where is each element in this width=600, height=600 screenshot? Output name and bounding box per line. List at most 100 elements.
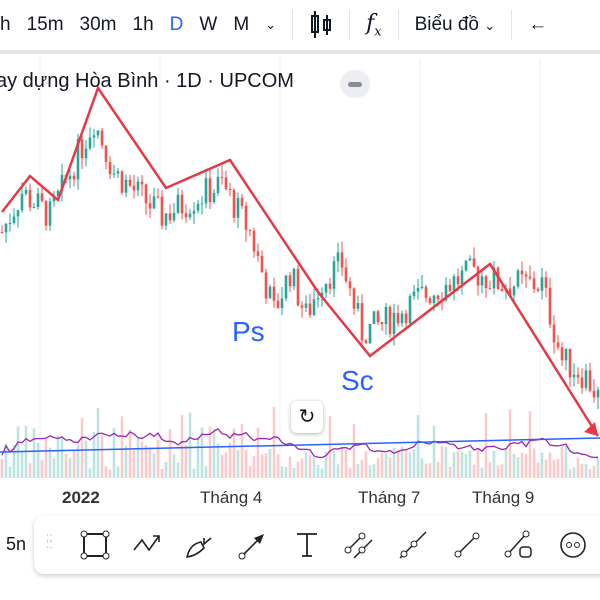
candle-body: [52, 196, 56, 202]
timeframe-h[interactable]: h: [0, 14, 11, 35]
candle-body: [176, 194, 180, 213]
volume-bar: [244, 449, 248, 478]
volume-bar: [380, 452, 384, 478]
price-chart[interactable]: [0, 58, 600, 478]
timeframe-15m[interactable]: 15m: [26, 14, 64, 35]
candle-body: [48, 201, 52, 226]
volume-bar: [408, 452, 412, 478]
volume-bar: [496, 465, 500, 478]
candle-body: [532, 278, 536, 289]
volume-bar: [76, 443, 80, 478]
timeframe-d[interactable]: D: [169, 14, 184, 35]
chart-type-dropdown[interactable]: Biểu đồ ⌄: [415, 14, 496, 36]
candle-body: [196, 203, 200, 211]
candle-body: [512, 286, 516, 296]
candle-body: [388, 306, 392, 334]
timeframe-m[interactable]: M: [233, 14, 250, 35]
candle-body: [72, 175, 76, 180]
candle-body: [136, 181, 140, 191]
anchored-line-tool-icon[interactable]: [504, 530, 534, 560]
candles-icon[interactable]: [309, 10, 333, 40]
volume-bar: [420, 458, 424, 478]
candle-body: [20, 193, 24, 211]
volume-bar: [32, 428, 36, 478]
candle-body: [368, 323, 372, 344]
volume-bar: [224, 452, 228, 478]
candle-body: [404, 313, 408, 324]
candle-body: [164, 213, 168, 226]
candle-body: [476, 266, 480, 286]
candle-body: [360, 303, 364, 341]
candle-body: [380, 322, 384, 325]
x-axis-label: Tháng 7: [358, 488, 421, 507]
volume-bar: [128, 429, 132, 478]
brush-tool-icon[interactable]: [184, 530, 214, 560]
candle-body: [340, 252, 344, 268]
ray-tool-icon[interactable]: [452, 530, 482, 560]
volume-bar: [360, 460, 364, 478]
volume-bar: [152, 453, 156, 478]
parallel-channel-tool-icon[interactable]: [344, 530, 374, 560]
candle-body: [272, 286, 276, 301]
volume-bar: [280, 466, 284, 478]
annotation-ps[interactable]: Ps: [232, 316, 265, 347]
volume-bar: [4, 443, 8, 478]
timeframe-w[interactable]: W: [199, 14, 218, 35]
volume-bar: [592, 465, 596, 478]
candle-body: [152, 196, 156, 209]
candle-body: [88, 137, 92, 149]
candle-body: [568, 348, 572, 378]
volume-bar: [480, 467, 484, 478]
candle-body: [576, 374, 580, 378]
candle-body: [180, 194, 184, 214]
timeframe-1h[interactable]: 1h: [132, 14, 154, 35]
rectangle-tool-icon[interactable]: [80, 530, 110, 560]
arrow-tool-icon[interactable]: [238, 530, 268, 560]
candle-body: [168, 213, 172, 221]
candle-body: [268, 286, 272, 299]
drag-handle-icon[interactable]: ::::: [46, 530, 53, 551]
volume-bar: [68, 457, 72, 478]
candle-body: [4, 223, 8, 233]
candle-body: [248, 229, 252, 231]
candle-body: [188, 213, 192, 218]
candle-body: [412, 291, 416, 297]
volume-bar: [532, 448, 536, 478]
volume-bar: [232, 428, 236, 478]
candle-body: [40, 193, 44, 201]
candle-body: [348, 281, 352, 289]
indicators-fx-icon[interactable]: fx: [366, 10, 382, 40]
candle-body: [308, 303, 312, 315]
back-arrow-icon[interactable]: ←: [528, 14, 548, 35]
candle-body: [468, 258, 472, 261]
annotation-sc[interactable]: Sc: [341, 365, 374, 396]
candle-body: [124, 179, 128, 193]
timeframe-more-chevron-icon[interactable]: ⌄: [265, 17, 277, 32]
volume-bar: [548, 452, 552, 478]
volume-bar: [424, 463, 428, 478]
candle-body: [276, 300, 280, 309]
candle-body: [172, 212, 176, 221]
text-tool-icon[interactable]: [292, 530, 322, 560]
volume-bar: [160, 469, 164, 478]
volume-bar: [364, 451, 368, 478]
candle-body: [344, 267, 348, 282]
volume-bar: [248, 466, 252, 478]
candle-body: [208, 178, 212, 203]
timeframe-30m[interactable]: 30m: [79, 14, 117, 35]
candle-body: [144, 184, 148, 204]
volume-bar: [36, 442, 40, 478]
candle-body: [220, 176, 224, 178]
circle-tool-icon[interactable]: [558, 530, 588, 560]
path-tool-icon[interactable]: [132, 530, 162, 560]
candle-body: [516, 270, 520, 287]
volume-bar: [56, 435, 60, 478]
reset-chart-button[interactable]: ↻: [291, 401, 323, 433]
volume-bar: [12, 444, 16, 478]
candle-body: [588, 370, 592, 391]
volume-bar: [504, 448, 508, 478]
collapse-legend-button[interactable]: [340, 70, 370, 98]
candle-body: [232, 189, 236, 218]
volume-bar: [492, 450, 496, 478]
trend-line-tool-icon[interactable]: [398, 530, 428, 560]
